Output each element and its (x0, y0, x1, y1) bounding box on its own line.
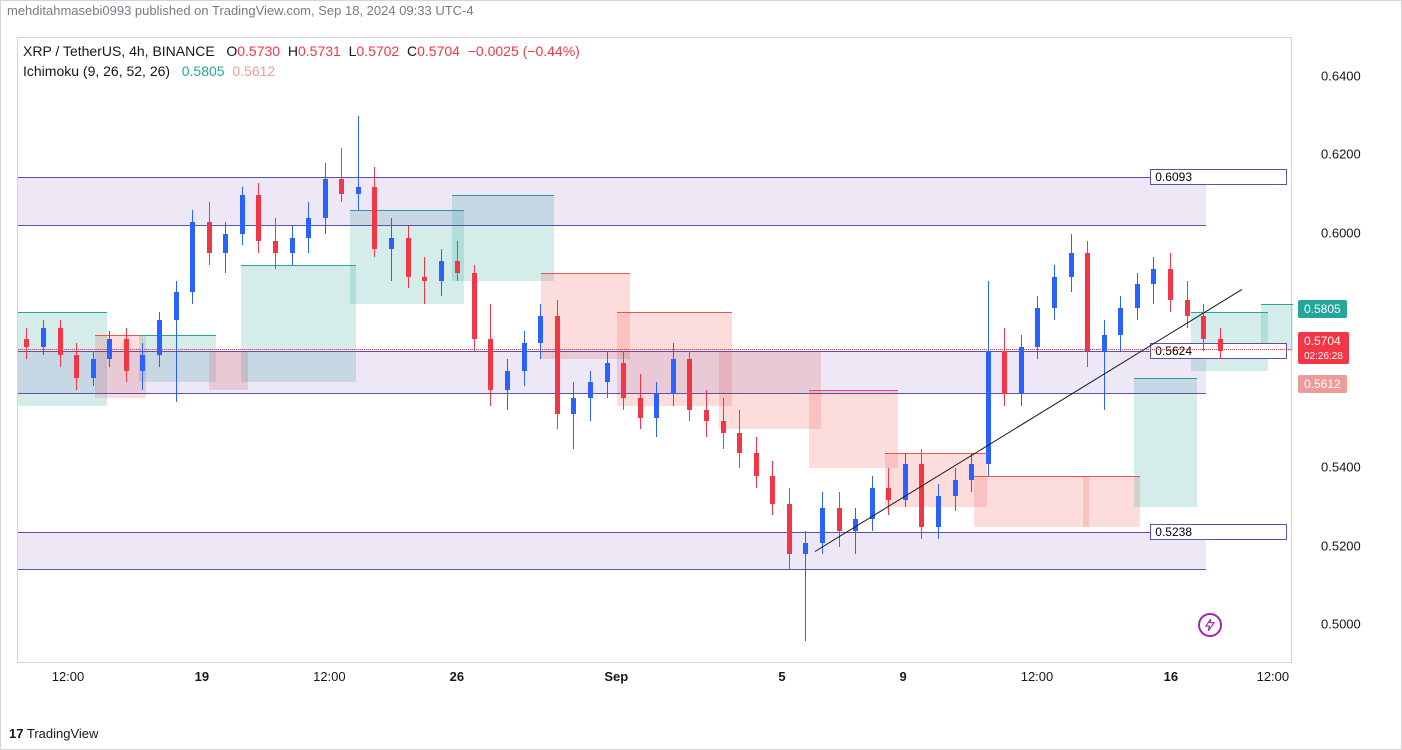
y-axis-tick: 0.5400 (1297, 460, 1387, 475)
chart-frame: mehditahmasebi0993 published on TradingV… (0, 0, 1402, 750)
x-axis-tick: 12:00 (1257, 669, 1290, 684)
y-axis: 0.6400 0.6200 0.6000 0.5400 0.5200 0.5000 0.58… (1292, 37, 1387, 663)
price-zone (18, 351, 1206, 394)
x-axis-tick: Sep (604, 669, 628, 684)
y-axis-tick: 0.6400 (1297, 69, 1387, 84)
y-axis-tick: 0.5200 (1297, 538, 1387, 553)
zone-price-label: 0.5238 (1150, 524, 1287, 540)
x-axis-tick: 16 (1164, 669, 1178, 684)
ichimoku-cloud-bearish (1083, 476, 1140, 527)
current-price-line (18, 349, 1291, 350)
x-axis-tick: 26 (450, 669, 464, 684)
x-axis-tick: 12:00 (1021, 669, 1054, 684)
lightning-icon[interactable] (1198, 613, 1222, 637)
x-axis-tick: 12:00 (52, 669, 85, 684)
price-zone (18, 532, 1206, 570)
logo-icon: 17 (9, 726, 23, 741)
logo-text: TradingView (27, 726, 99, 741)
tradingview-logo: 17 TradingView (9, 726, 98, 741)
zone-price-label: 0.6093 (1150, 169, 1287, 185)
publish-header: mehditahmasebi0993 published on TradingV… (7, 3, 474, 18)
chart-canvas[interactable]: 0.60930.56240.5238 (17, 37, 1292, 663)
price-tag: 0.5612 (1298, 375, 1347, 393)
ichimoku-cloud-bullish (1134, 378, 1198, 507)
ichimoku-cloud-bearish (974, 476, 1089, 527)
price-tag: 0.5805 (1298, 300, 1347, 318)
y-axis-tick: 0.5000 (1297, 616, 1387, 631)
x-axis: 12:00 19 12:00 26 Sep 5 9 12:00 16 12:00 (17, 663, 1292, 691)
x-axis-tick: 19 (195, 669, 209, 684)
price-zone (18, 177, 1206, 226)
x-axis-tick: 9 (900, 669, 907, 684)
price-tag: 0.570402:26:28 (1298, 332, 1349, 364)
y-axis-tick: 0.6200 (1297, 147, 1387, 162)
x-axis-tick: 12:00 (313, 669, 346, 684)
y-axis-tick: 0.6000 (1297, 225, 1387, 240)
x-axis-tick: 5 (778, 669, 785, 684)
